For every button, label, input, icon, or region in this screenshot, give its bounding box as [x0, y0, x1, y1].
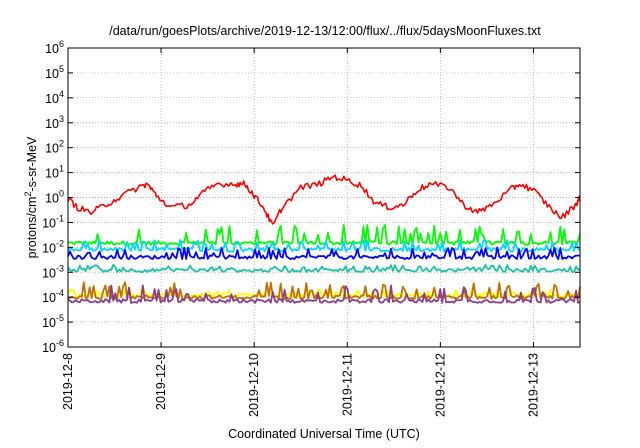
y-tick-label: 104	[45, 89, 64, 106]
y-tick-label: 102	[45, 139, 64, 156]
x-axis-label: Coordinated Universal Time (UTC)	[228, 427, 420, 441]
y-tick-label: 103	[45, 114, 64, 131]
y-tick-label: 10-3	[42, 263, 64, 280]
series-line	[67, 263, 581, 273]
series-line	[67, 246, 581, 260]
x-tick-label: 2019-12-11	[340, 353, 354, 416]
chart-title: /data/run/goesPlots/archive/2019-12-13/1…	[109, 24, 541, 38]
y-axis-ticks: 10-6 10-5 10-4 10-3 10-2 10-1 100 101 102 103 104 1…	[42, 39, 580, 355]
y-tick-label: 100	[45, 189, 64, 206]
series-line	[67, 284, 581, 304]
x-tick-label: 2019-12-9	[154, 353, 168, 410]
series-line	[67, 239, 581, 253]
y-tick-label: 10-5	[42, 313, 64, 330]
x-tick-label: 2019-12-10	[247, 353, 261, 417]
y-tick-label: 105	[45, 64, 64, 81]
y-tick-label: 10-6	[42, 338, 64, 355]
x-axis-ticks: 2019-12-8 2019-12-9 2019-12-10 2019-12-11 20…	[61, 48, 540, 417]
y-tick-label: 10-4	[42, 288, 64, 305]
series-line	[67, 174, 581, 225]
x-tick-label: 2019-12-12	[433, 353, 447, 417]
x-tick-label: 2019-12-13	[526, 353, 540, 417]
plot-frame	[67, 47, 581, 348]
y-tick-label: 106	[45, 39, 64, 56]
x-tick-label: 2019-12-8	[61, 353, 75, 410]
y-tick-label: 10-1	[42, 213, 64, 230]
y-tick-label: 101	[45, 164, 64, 181]
series-group	[67, 174, 581, 304]
y-axis-label: protons/cm2-s-sr-MeV	[23, 136, 39, 258]
y-tick-label: 10-2	[42, 238, 64, 255]
